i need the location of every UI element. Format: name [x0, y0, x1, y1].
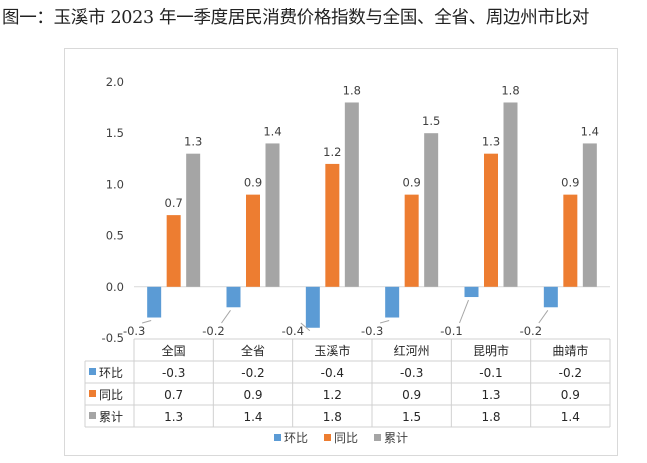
bar-同比 — [325, 163, 340, 287]
table-cell: -0.3 — [400, 366, 423, 380]
data-label: -0.1 — [440, 324, 462, 338]
figure-title: 图一：玉溪市 2023 年一季度居民消费价格指数与全国、全省、周边州市比对 — [2, 8, 590, 28]
bar-累计 — [503, 102, 518, 287]
table-cell: 1.5 — [402, 410, 421, 424]
bar-环比 — [385, 286, 400, 318]
bar-环比 — [543, 286, 558, 308]
table-cell: 1.3 — [164, 410, 183, 424]
chart-frame — [64, 48, 618, 456]
data-label: 1.4 — [581, 124, 599, 138]
bar-同比 — [484, 153, 498, 287]
bar-环比 — [464, 286, 479, 298]
table-cell: -0.2 — [241, 366, 264, 380]
leader-line — [142, 320, 152, 324]
data-label: -0.4 — [282, 324, 304, 338]
y-tick-label: 0.5 — [106, 229, 124, 243]
table-cell: -0.3 — [162, 366, 185, 380]
y-tick-label: 0.0 — [106, 280, 124, 294]
legend-label: 同比 — [334, 431, 358, 445]
data-label: -0.3 — [361, 324, 383, 338]
category-label: 昆明市 — [473, 343, 509, 358]
data-label: 1.8 — [343, 83, 361, 97]
bar-累计 — [265, 143, 280, 287]
bar-环比 — [147, 286, 162, 318]
legend-key — [374, 434, 381, 441]
leader-line — [380, 320, 390, 324]
data-label: -0.2 — [202, 324, 224, 338]
table-cell: 1.4 — [561, 410, 580, 424]
y-tick-label: -0.5 — [102, 331, 124, 345]
table-cell: 1.4 — [243, 410, 262, 424]
bar-累计 — [424, 133, 439, 287]
bar-累计 — [582, 143, 597, 287]
bar-同比 — [563, 194, 578, 287]
bar-累计 — [344, 102, 359, 287]
category-label: 玉溪市 — [314, 343, 350, 358]
legend-key — [274, 434, 281, 441]
y-tick-label: 1.5 — [106, 126, 124, 140]
bar-累计 — [186, 153, 201, 287]
table-cell: 0.9 — [402, 388, 421, 402]
table-cell: 1.8 — [323, 410, 342, 424]
table-cell: 1.8 — [481, 410, 500, 424]
table-row-label: 环比 — [99, 366, 123, 380]
data-label: 1.8 — [501, 83, 519, 97]
table-cell: 1.2 — [323, 388, 342, 402]
data-label: 0.9 — [403, 176, 421, 190]
leader-line — [459, 299, 469, 324]
table-legend-key — [89, 390, 96, 397]
table-cell: 0.9 — [561, 388, 580, 402]
category-label: 全国 — [162, 343, 186, 358]
table-cell: -0.2 — [559, 366, 582, 380]
table-cell: -0.4 — [321, 366, 344, 380]
data-label: 0.7 — [165, 196, 183, 210]
data-label: -0.3 — [123, 324, 145, 338]
table-row-label: 同比 — [99, 388, 123, 402]
bar-同比 — [404, 194, 419, 287]
table-cell: 0.7 — [164, 388, 183, 402]
legend-key — [324, 434, 331, 441]
data-label: 0.9 — [561, 176, 579, 190]
data-label: 1.3 — [482, 135, 500, 149]
legend-label: 累计 — [384, 431, 408, 445]
data-label: 1.3 — [184, 135, 202, 149]
legend-label: 环比 — [284, 431, 308, 445]
table-legend-key — [89, 412, 96, 419]
table-cell: 0.9 — [243, 388, 262, 402]
data-label: 1.5 — [422, 114, 440, 128]
table-legend-key — [89, 368, 96, 375]
bar-环比 — [305, 286, 320, 328]
bar-环比 — [226, 286, 241, 308]
category-label: 曲靖市 — [552, 343, 588, 358]
y-tick-label: 1.0 — [106, 177, 124, 191]
data-label: -0.2 — [520, 324, 542, 338]
table-cell: -0.1 — [479, 366, 502, 380]
table-row-label: 累计 — [99, 410, 123, 424]
leader-line — [538, 309, 549, 324]
data-label: 0.9 — [244, 176, 262, 190]
bar-同比 — [246, 194, 260, 287]
category-label: 红河州 — [394, 343, 430, 358]
category-label: 全省 — [241, 343, 265, 358]
table-cell: 1.3 — [481, 388, 500, 402]
bar-同比 — [166, 215, 181, 287]
leader-line — [300, 322, 311, 332]
data-label: 1.2 — [323, 145, 341, 159]
y-tick-label: 2.0 — [106, 75, 124, 89]
leader-line — [221, 309, 231, 324]
data-label: 1.4 — [263, 124, 281, 138]
